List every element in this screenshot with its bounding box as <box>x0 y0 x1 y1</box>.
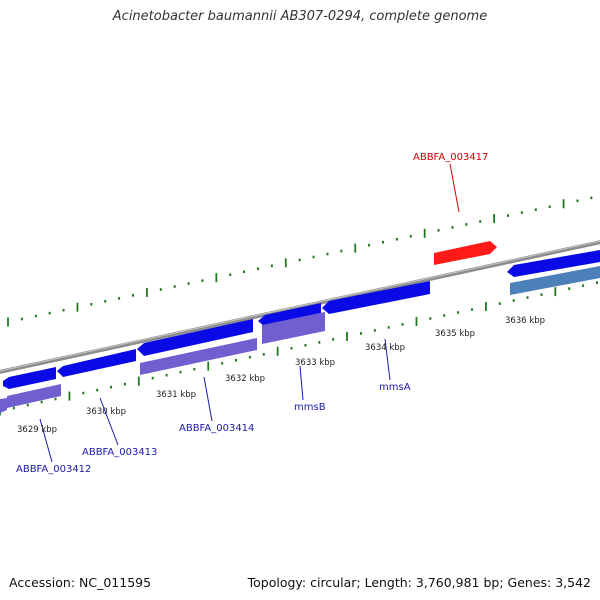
forward-gene[interactable] <box>3 367 56 389</box>
reverse-gene[interactable] <box>0 398 7 413</box>
leader-line <box>449 163 460 213</box>
scale-tick-label: 3632 kbp <box>225 374 265 384</box>
leader-line <box>384 338 391 381</box>
gene-label-abbfa-003417[interactable]: ABBFA_003417 <box>413 152 488 163</box>
leader-line <box>203 376 213 422</box>
gene-leader-lines <box>39 163 460 463</box>
forward-gene[interactable] <box>137 319 253 356</box>
scale-tick-label: 3629 kbp <box>17 425 57 435</box>
forward-gene[interactable] <box>258 303 321 327</box>
scale-tick-label: 3635 kbp <box>435 329 475 339</box>
reverse-gene[interactable] <box>262 312 325 344</box>
scale-tick-label: 3630 kbp <box>86 407 126 417</box>
outer-tick-track <box>7 196 593 327</box>
scale-labels: 3629 kbp 3630 kbp 3631 kbp 3632 kbp 3633… <box>17 316 545 435</box>
gene-label-mmsa[interactable]: mmsA <box>379 382 411 393</box>
gene-labels: ABBFA_003417 ABBFA_003412 ABBFA_003413 A… <box>16 152 488 475</box>
leader-line <box>299 365 304 401</box>
gene-label-abbfa-003412[interactable]: ABBFA_003412 <box>16 464 91 475</box>
gene-label-mmsb[interactable]: mmsB <box>294 402 326 413</box>
accession-text: Accession: NC_011595 <box>9 575 152 590</box>
scale-tick-label: 3633 kbp <box>295 358 335 368</box>
genome-backbone <box>0 240 600 374</box>
scale-tick-label: 3634 kbp <box>365 343 405 353</box>
leader-line <box>99 397 119 446</box>
gene-label-abbfa-003413[interactable]: ABBFA_003413 <box>82 447 157 458</box>
reverse-gene[interactable] <box>140 338 257 375</box>
forward-gene[interactable] <box>322 281 430 314</box>
genome-backbone-highlight <box>0 240 600 372</box>
forward-gene[interactable] <box>57 349 136 377</box>
reverse-strand-genes <box>0 266 600 413</box>
scale-tick-label: 3636 kbp <box>505 316 545 326</box>
map-title: Acinetobacter baumannii AB307-0294, comp… <box>112 9 488 24</box>
reverse-gene[interactable] <box>510 266 600 295</box>
highlighted-gene-abbfa-003417[interactable] <box>434 241 497 265</box>
gene-label-abbfa-003414[interactable]: ABBFA_003414 <box>179 423 254 434</box>
leader-line <box>39 418 53 463</box>
forward-gene[interactable] <box>507 250 600 277</box>
forward-strand-genes <box>3 241 600 389</box>
reverse-gene[interactable] <box>7 384 61 408</box>
scale-tick-label: 3631 kbp <box>156 390 196 400</box>
genome-summary-text: Topology: circular; Length: 3,760,981 bp… <box>247 575 591 590</box>
inner-tick-track <box>0 281 598 416</box>
